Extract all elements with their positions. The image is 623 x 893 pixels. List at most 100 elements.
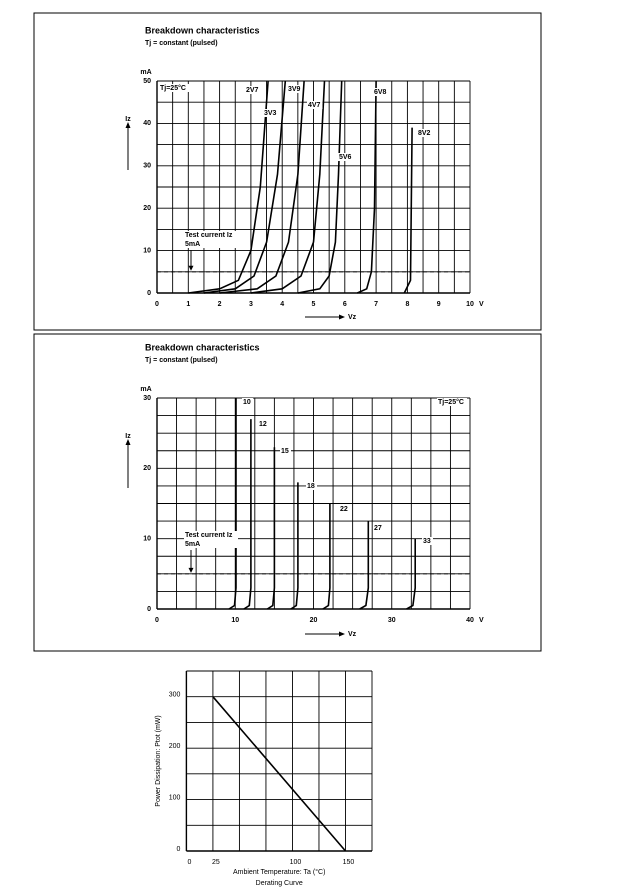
curve bbox=[290, 482, 299, 610]
y-label: Iz bbox=[125, 433, 131, 440]
y-tick-label: 0 bbox=[176, 846, 180, 853]
label-bg bbox=[422, 537, 433, 545]
arrow-head bbox=[339, 314, 345, 320]
x-tick-label: 0 bbox=[187, 859, 191, 866]
annotation: Tj=25°C bbox=[438, 398, 464, 406]
x-tick-label: 0 bbox=[155, 617, 159, 624]
x-tick-label: 20 bbox=[310, 617, 318, 624]
series-label: 3V9 bbox=[288, 86, 301, 93]
curve bbox=[219, 80, 305, 294]
x-tick-label: 8 bbox=[405, 301, 409, 308]
series-label: 8V2 bbox=[418, 130, 431, 137]
label-bg bbox=[339, 505, 350, 513]
x-tick-label: 25 bbox=[212, 859, 220, 866]
x-tick-label: 150 bbox=[343, 859, 355, 866]
x-unit: V bbox=[479, 617, 484, 624]
y-tick-label: 30 bbox=[143, 163, 151, 170]
series-label: 33 bbox=[423, 538, 431, 545]
y-tick-label: 40 bbox=[143, 120, 151, 127]
label-bg bbox=[338, 153, 354, 161]
y-tick-label: 30 bbox=[143, 395, 151, 402]
curve bbox=[228, 398, 237, 610]
label-bg bbox=[263, 109, 279, 117]
label-bg bbox=[184, 531, 238, 548]
y-unit: mA bbox=[140, 69, 151, 76]
label-bg bbox=[287, 85, 303, 93]
series-label: 27 bbox=[374, 525, 382, 532]
arrow-head bbox=[339, 631, 345, 637]
y-tick-label: 10 bbox=[143, 536, 151, 543]
label-bg bbox=[258, 420, 269, 428]
annotation: Test current Iz bbox=[185, 532, 233, 539]
curve bbox=[403, 127, 413, 294]
label-bg bbox=[159, 84, 189, 92]
curve bbox=[212, 696, 347, 852]
arrow-head bbox=[125, 122, 131, 128]
x-tick-label: 5 bbox=[312, 301, 316, 308]
x-tick-label: 100 bbox=[290, 859, 302, 866]
x-label: Vz bbox=[348, 314, 357, 321]
y-label: Power Dissipation: Ptot (mW) bbox=[155, 715, 162, 806]
label-bg bbox=[373, 524, 384, 532]
series-label: 2V7 bbox=[246, 87, 259, 94]
chart-title: Breakdown characteristics bbox=[145, 25, 260, 35]
x-label: Vz bbox=[348, 631, 357, 638]
annotation: Tj=25°C bbox=[160, 84, 186, 92]
curve bbox=[406, 538, 416, 610]
arrow-head bbox=[125, 439, 131, 445]
x-unit: V bbox=[479, 301, 484, 308]
y-unit: mA bbox=[140, 386, 151, 393]
series-label: 15 bbox=[281, 448, 289, 455]
label-bg bbox=[437, 398, 467, 406]
x-tick-label: 1 bbox=[186, 301, 190, 308]
arrow-head bbox=[188, 265, 194, 271]
curve bbox=[188, 80, 269, 294]
x-tick-label: 10 bbox=[466, 301, 474, 308]
label-bg bbox=[306, 482, 317, 490]
series-label: 3V3 bbox=[264, 110, 277, 117]
curve bbox=[203, 80, 287, 294]
chart-title: Breakdown characteristics bbox=[145, 342, 260, 352]
x-tick-label: 30 bbox=[388, 617, 396, 624]
curve bbox=[243, 419, 252, 610]
x-tick-label: 2 bbox=[218, 301, 222, 308]
label-bg bbox=[245, 86, 261, 94]
annotation: 5mA bbox=[185, 241, 200, 248]
y-tick-label: 10 bbox=[143, 247, 151, 254]
x-label: Ambient Temperature: Ta (°C) bbox=[233, 868, 325, 876]
series-label: 4V7 bbox=[308, 102, 321, 109]
chart-frame bbox=[33, 333, 542, 652]
series-label: 5V6 bbox=[339, 154, 352, 161]
x-tick-label: 10 bbox=[231, 617, 239, 624]
y-tick-label: 100 bbox=[169, 794, 181, 801]
x-tick-label: 9 bbox=[437, 301, 441, 308]
series-label: 6V8 bbox=[374, 89, 387, 96]
y-tick-label: 20 bbox=[143, 465, 151, 472]
y-tick-label: 300 bbox=[169, 692, 181, 699]
x-tick-label: 0 bbox=[155, 301, 159, 308]
annotation: Test current Iz bbox=[185, 232, 233, 239]
x-tick-label: 6 bbox=[343, 301, 347, 308]
y-label: Iz bbox=[125, 116, 131, 123]
x-tick-label: 3 bbox=[249, 301, 253, 308]
chart-frame bbox=[33, 12, 542, 331]
label-bg bbox=[280, 447, 291, 455]
annotation: 5mA bbox=[185, 541, 200, 548]
x-tick-label: 4 bbox=[280, 301, 284, 308]
series-label: 22 bbox=[340, 506, 348, 513]
curve bbox=[322, 503, 331, 610]
x-tick-label: 7 bbox=[374, 301, 378, 308]
y-tick-label: 0 bbox=[147, 606, 151, 613]
y-tick-label: 20 bbox=[143, 205, 151, 212]
y-tick-label: 200 bbox=[169, 743, 181, 750]
x-tick-label: 40 bbox=[466, 617, 474, 624]
curve bbox=[359, 521, 370, 610]
label-bg bbox=[417, 129, 433, 137]
caption: Derating Curve bbox=[256, 880, 303, 887]
label-bg bbox=[184, 231, 238, 248]
curve bbox=[266, 447, 276, 610]
y-tick-label: 50 bbox=[143, 78, 151, 85]
arrow-head bbox=[188, 567, 194, 573]
series-label: 10 bbox=[243, 399, 251, 406]
chart-subtitle: Tj = constant (pulsed) bbox=[145, 40, 218, 47]
